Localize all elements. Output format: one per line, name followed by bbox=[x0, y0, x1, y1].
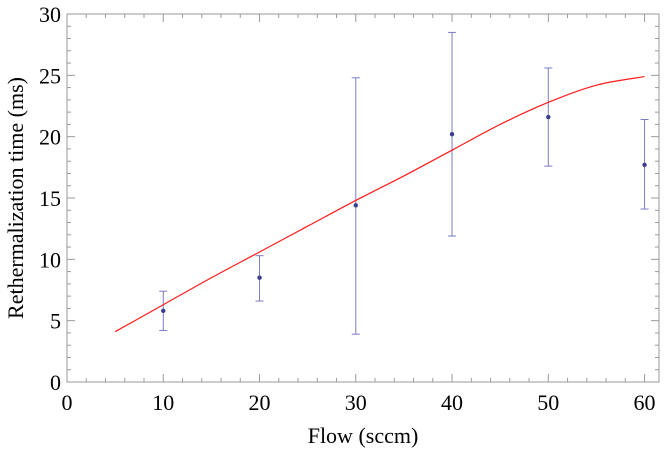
x-axis-title: Flow (sccm) bbox=[308, 423, 419, 448]
data-point bbox=[353, 203, 358, 208]
data-point bbox=[161, 308, 166, 314]
x-tick-label: 20 bbox=[249, 390, 271, 415]
error-bars bbox=[159, 31, 649, 335]
fit-curve-group bbox=[114, 75, 645, 333]
tick-labels: 0 10 20 30 40 50 60 0 5 10 15 20 25 30 bbox=[39, 2, 656, 415]
y-axis-title: Rethermalization time (ms) bbox=[3, 77, 28, 319]
x-tick-label: 50 bbox=[537, 390, 559, 415]
x-tick-label: 0 bbox=[62, 390, 73, 415]
y-tick-label: 0 bbox=[50, 370, 61, 395]
x-tick-label: 10 bbox=[152, 390, 174, 415]
y-tick-label: 25 bbox=[39, 63, 61, 88]
y-tick-label: 5 bbox=[50, 309, 61, 334]
data-point bbox=[449, 132, 455, 137]
y-tick-label: 20 bbox=[39, 125, 61, 150]
y-tick-label: 30 bbox=[39, 2, 61, 27]
data-point bbox=[546, 114, 551, 120]
axis-ticks bbox=[66, 13, 659, 383]
fit-curve bbox=[114, 75, 645, 333]
x-tick-label: 40 bbox=[441, 390, 463, 415]
data-point bbox=[257, 275, 262, 280]
x-tick-label: 60 bbox=[634, 390, 656, 415]
plot-frame bbox=[66, 13, 660, 383]
data-points bbox=[161, 114, 647, 314]
y-tick-label: 10 bbox=[39, 247, 61, 272]
y-tick-label: 15 bbox=[39, 186, 61, 211]
data-point bbox=[642, 162, 647, 168]
x-tick-label: 30 bbox=[345, 390, 367, 415]
